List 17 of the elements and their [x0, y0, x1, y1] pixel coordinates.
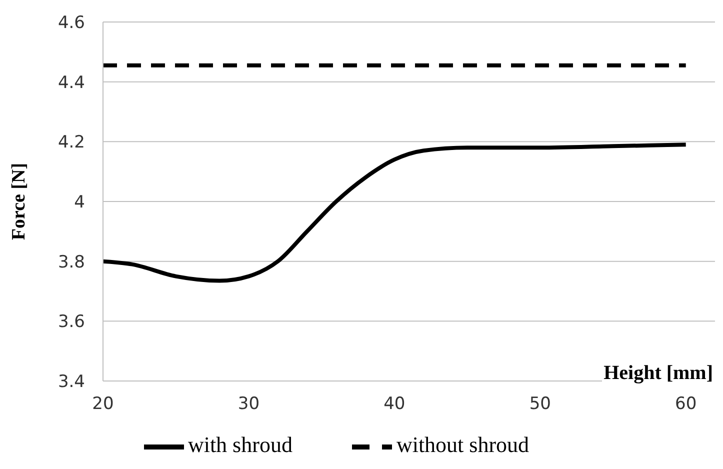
y-tick-label: 4.4 — [58, 72, 85, 93]
x-tick-label: 50 — [529, 394, 551, 414]
y-tick-label: 3.6 — [58, 312, 85, 332]
legend-label: with shroud — [188, 432, 292, 458]
legend-label: without shroud — [396, 432, 530, 458]
x-tick-label: 40 — [384, 394, 406, 414]
line-series — [103, 142, 688, 283]
y-tick-label: 3.8 — [58, 252, 85, 272]
y-tick-label: 3.4 — [58, 372, 85, 392]
x-tick-label: 20 — [92, 394, 114, 414]
y-tick-label: 4.2 — [58, 132, 85, 153]
x-tick-label: 30 — [238, 394, 260, 414]
y-tick-label: 4 — [74, 192, 85, 213]
y-tick-label: 4.6 — [58, 13, 85, 34]
y-axis-title: Force [N] — [8, 162, 30, 240]
x-tick-label: 60 — [675, 394, 697, 414]
x-axis-title: Height [mm] — [602, 362, 715, 384]
